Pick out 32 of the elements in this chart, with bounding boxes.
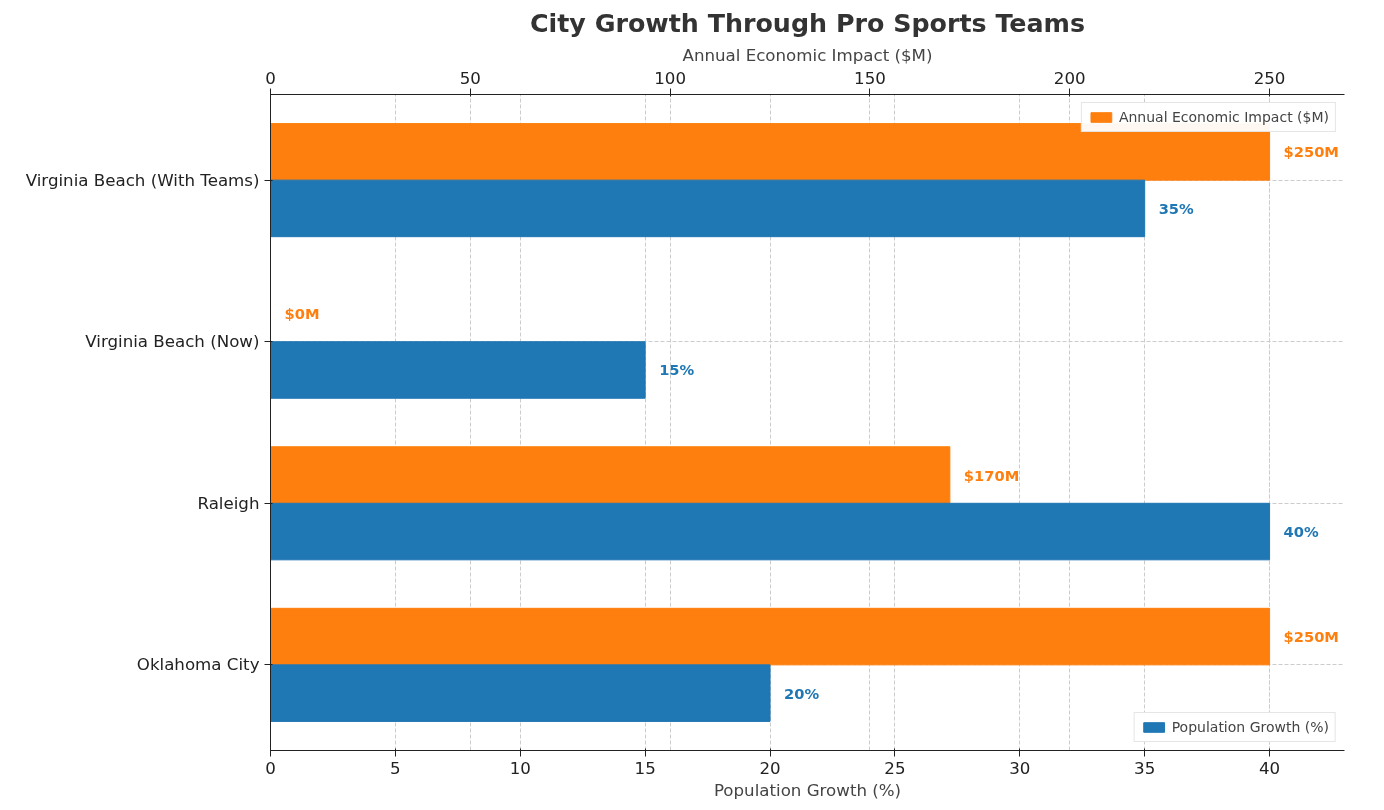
x2-tick-label: 100 xyxy=(654,68,687,88)
x-tick-label: 5 xyxy=(390,758,401,778)
x-tick-label: 15 xyxy=(634,758,656,778)
x-tick-label: 20 xyxy=(759,758,781,778)
x2-tick-label: 0 xyxy=(265,68,276,88)
y-tick-label: Virginia Beach (Now) xyxy=(85,332,260,352)
y-tick-label: Raleigh xyxy=(197,493,260,513)
x2-tick-label: 250 xyxy=(1253,68,1286,88)
x-tick-label: 0 xyxy=(265,758,276,778)
x2-axis-title: Annual Economic Impact ($M) xyxy=(682,45,933,65)
data-label: 40% xyxy=(1283,523,1319,541)
y-tick-label: Virginia Beach (With Teams) xyxy=(25,170,260,190)
x-tick-label: 40 xyxy=(1258,758,1281,778)
data-label: $0M xyxy=(284,304,320,322)
legend-label: Annual Economic Impact ($M) xyxy=(1118,109,1329,125)
x2-tick-label: 150 xyxy=(854,68,886,88)
data-label: 15% xyxy=(659,361,695,379)
data-label: $250M xyxy=(1283,143,1339,161)
x-tick-label: 25 xyxy=(884,758,906,778)
data-label: $170M xyxy=(963,466,1020,484)
data-label: 35% xyxy=(1158,199,1195,217)
x2-tick-label: 50 xyxy=(459,68,481,88)
x-tick-label: 35 xyxy=(1134,758,1156,778)
x2-tick-label: 200 xyxy=(1053,68,1086,88)
x-axis-title: Population Growth (%) xyxy=(713,780,902,800)
legend-label: Population Growth (%) xyxy=(1171,719,1329,735)
data-label: $250M xyxy=(1283,628,1339,646)
data-label: 20% xyxy=(784,684,820,702)
y-tick-label: Oklahoma City xyxy=(136,655,260,675)
x-tick-label: 10 xyxy=(509,758,531,778)
chart-title: City Growth Through Pro Sports Teams xyxy=(529,7,1086,38)
x-tick-label: 30 xyxy=(1009,758,1031,778)
